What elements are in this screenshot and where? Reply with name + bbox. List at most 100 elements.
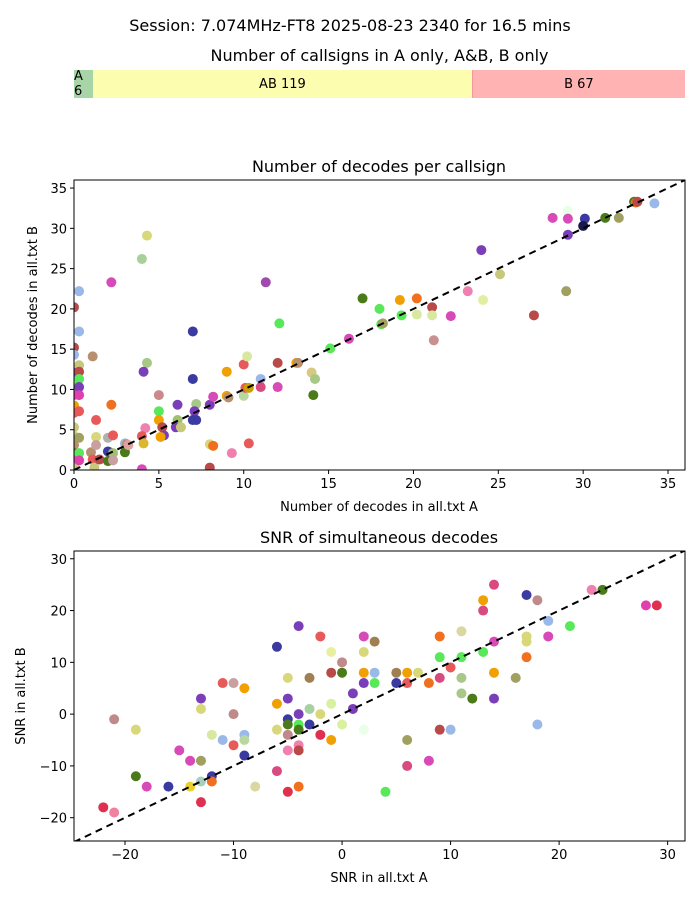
data-point: [238, 359, 249, 370]
y-tick-label: 20: [50, 605, 67, 620]
x-tick-label: 20: [551, 848, 568, 863]
callsign-bar-title: Number of callsigns in A only, A&B, B on…: [210, 46, 549, 65]
data-point: [228, 678, 239, 689]
data-point: [369, 678, 380, 689]
data-point: [136, 253, 147, 264]
x-tick-label: 20: [405, 477, 422, 492]
data-point: [250, 781, 261, 792]
data-point: [445, 724, 456, 735]
decodes-y-label: Number of decodes in all.txt B: [26, 226, 41, 424]
data-point: [358, 631, 369, 642]
data-point: [74, 390, 85, 401]
data-point: [304, 719, 315, 730]
data-point: [106, 399, 117, 410]
data-point: [91, 415, 102, 426]
data-point: [206, 729, 217, 740]
data-point: [427, 302, 438, 313]
data-point: [547, 212, 558, 223]
data-point: [423, 755, 434, 766]
data-point: [282, 693, 293, 704]
data-point: [217, 678, 228, 689]
data-point: [434, 652, 445, 663]
data-point: [74, 286, 85, 297]
data-point: [195, 703, 206, 714]
data-point: [597, 584, 608, 595]
segment-b-only: B 67: [471, 70, 685, 98]
data-point: [543, 631, 554, 642]
snr-chart-title: SNR of simultaneous decodes: [260, 528, 498, 547]
data-point: [187, 326, 198, 337]
data-point: [130, 771, 141, 782]
decodes-points: [74, 180, 685, 470]
x-tick-label: 10: [442, 848, 459, 863]
data-point: [391, 667, 402, 678]
data-point: [185, 781, 196, 792]
data-point: [217, 735, 228, 746]
data-point: [402, 678, 413, 689]
snr-points: [74, 551, 685, 841]
data-point: [195, 797, 206, 808]
x-tick-label: 35: [660, 477, 677, 492]
data-point: [326, 646, 337, 657]
data-point: [394, 295, 405, 306]
data-point: [521, 590, 532, 601]
data-point: [239, 683, 250, 694]
data-point: [174, 745, 185, 756]
callsign-stacked-bar: A 6 AB 119 B 67: [74, 69, 685, 99]
y-tick-label: 20: [50, 303, 67, 318]
data-point: [293, 781, 304, 792]
y-tick-label: 10: [50, 383, 67, 398]
data-point: [91, 431, 102, 442]
data-point: [402, 667, 413, 678]
data-point: [304, 672, 315, 683]
x-tick-label: 10: [235, 477, 252, 492]
data-point: [208, 440, 219, 451]
data-point: [108, 430, 119, 441]
data-point: [456, 688, 467, 699]
data-point: [434, 631, 445, 642]
data-point: [510, 672, 521, 683]
segment-ab: AB 119: [93, 70, 472, 98]
data-point: [243, 438, 254, 449]
data-point: [488, 667, 499, 678]
data-point: [130, 724, 141, 735]
data-point: [271, 641, 282, 652]
data-point: [304, 703, 315, 714]
data-point: [282, 672, 293, 683]
data-point: [141, 357, 152, 368]
data-point: [98, 802, 109, 813]
data-point: [613, 212, 624, 223]
data-point: [315, 709, 326, 720]
data-point: [141, 781, 152, 792]
data-point: [74, 349, 79, 360]
data-point: [106, 277, 117, 288]
data-point: [155, 431, 166, 442]
y-tick-label: 5: [59, 424, 67, 439]
data-point: [185, 755, 196, 766]
data-point: [325, 343, 336, 354]
data-point: [140, 423, 151, 434]
data-point: [423, 678, 434, 689]
data-point: [271, 766, 282, 777]
data-point: [282, 745, 293, 756]
x-tick-label: 25: [490, 477, 507, 492]
data-point: [153, 406, 164, 417]
data-point: [434, 724, 445, 735]
data-point: [586, 584, 597, 595]
x-tick-label: 0: [338, 848, 346, 863]
data-point: [478, 595, 489, 606]
data-point: [476, 245, 487, 256]
data-point: [74, 432, 85, 443]
decodes-plot-frame: [73, 179, 686, 471]
data-point: [308, 390, 319, 401]
data-point: [445, 662, 456, 673]
y-tick-label: 30: [50, 222, 67, 237]
data-point: [74, 382, 85, 393]
session-title: Session: 7.074MHz-FT8 2025-08-23 2340 fo…: [129, 16, 571, 35]
data-point: [108, 455, 119, 466]
data-point: [208, 391, 219, 402]
data-point: [358, 646, 369, 657]
data-point: [456, 672, 467, 683]
data-point: [260, 277, 271, 288]
data-point: [326, 735, 337, 746]
